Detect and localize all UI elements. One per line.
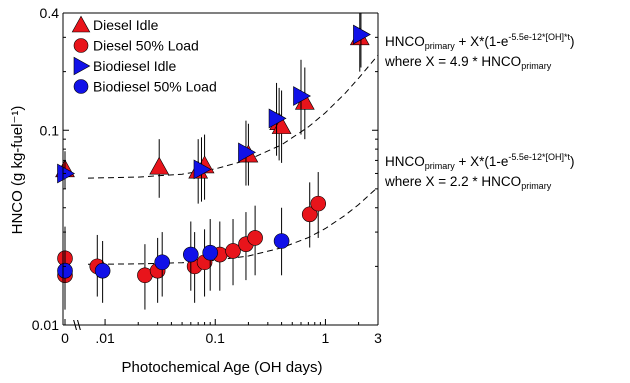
series-biodiesel-idle [57,13,371,202]
legend-label: Biodiesel 50% Load [93,79,217,95]
equation-lower-line2: where X = 2.2 * HNCOprimary [384,174,552,191]
axis-break-mark: \\ [73,317,81,333]
x-axis-label: Photochemical Age (OH days) [122,359,323,376]
legend: Diesel Idle Diesel 50% Load Biodiesel Idle… [71,15,217,95]
data-point [273,233,290,249]
data-point [247,230,263,246]
data-point [94,262,111,279]
data-point [57,262,73,279]
data-point [268,108,287,129]
y-tick-label: 0.1 [40,122,60,138]
x-tick-label: 0.1 [206,330,226,346]
legend-item: Diesel 50% Load [73,38,199,54]
legend-marker [73,56,91,76]
x-tick-label: 0 [61,330,69,346]
x-tick-label: 3 [374,330,382,346]
data-point [154,254,170,271]
equation-lower-line1: HNCOprimary + X*(1-e-5.5e-12*[OH]*t) [385,152,574,171]
y-tick-label: 0.01 [32,317,59,333]
series-biodiesel-50-load [57,207,290,303]
y-axis-label: HNCO (g kg-fuel⁻¹) [9,106,26,235]
legend-marker [73,38,89,53]
data-point [202,244,219,261]
axis-ticks: 0.01 0.1 1 30.010.10.4 [32,5,382,346]
data-point [225,243,241,259]
legend-item: Diesel Idle [71,15,159,33]
equation-annotation-upper: HNCOprimary + X*(1-e-5.5e-12*[OH]*t) whe… [384,32,574,71]
legend-label: Biodiesel Idle [93,58,176,74]
equation-upper-line2: where X = 4.9 * HNCOprimary [384,54,552,71]
y-tick-label: 0.4 [40,5,60,21]
legend-label: Diesel Idle [93,17,159,33]
data-point [310,195,327,212]
data-points [55,13,371,310]
data-point [353,24,371,45]
legend-item: Biodiesel 50% Load [73,79,217,95]
legend-label: Diesel 50% Load [93,38,199,54]
data-point [301,206,318,223]
legend-marker [73,79,89,94]
data-point [293,86,311,106]
data-point [193,159,212,180]
data-point [149,156,170,175]
data-point [238,142,256,163]
equation-upper-line1: HNCOprimary + X*(1-e-5.5e-12*[OH]*t) [385,32,574,51]
legend-marker [71,15,91,33]
equation-annotation-lower: HNCOprimary + X*(1-e-5.5e-12*[OH]*t) whe… [384,152,574,191]
x-tick-label: .01 [95,330,115,346]
data-point [183,246,199,263]
legend-item: Biodiesel Idle [73,56,176,76]
x-tick-label: 1 [322,330,330,346]
